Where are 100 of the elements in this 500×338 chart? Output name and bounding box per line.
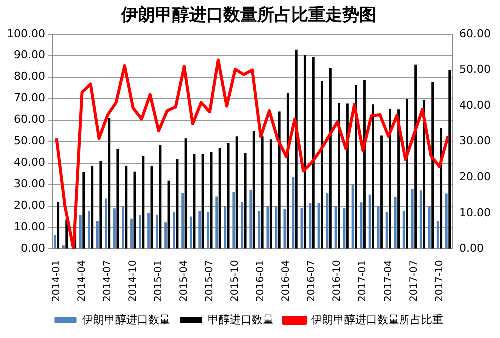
bar: [164, 222, 167, 249]
bar: [304, 55, 306, 249]
bar: [261, 136, 264, 249]
y-tick-label: 0.00: [20, 242, 46, 256]
bar: [88, 211, 90, 249]
y2-tick-label: 30.00: [460, 134, 492, 148]
bar: [125, 166, 128, 249]
legend-label: 甲醇进口数量: [208, 313, 274, 326]
x-tick-label: 2015-01: [153, 260, 164, 302]
bar: [428, 206, 431, 249]
bar: [364, 80, 366, 249]
bar: [275, 206, 278, 249]
bar: [394, 197, 397, 249]
bar: [338, 103, 340, 249]
y-tick-label: 90.00: [14, 48, 46, 62]
bar: [312, 56, 315, 249]
bar: [96, 222, 99, 249]
bar: [389, 108, 392, 249]
bar: [108, 118, 111, 249]
bar: [406, 99, 408, 249]
y-tick-label: 10.00: [14, 220, 46, 234]
bar: [232, 192, 236, 249]
bar: [436, 221, 440, 249]
bar: [198, 211, 202, 249]
bar: [54, 235, 56, 249]
y-tick-label: 30.00: [14, 178, 46, 191]
bar: [368, 194, 372, 249]
y-tick-label: 20.00: [14, 199, 46, 212]
bar: [66, 220, 68, 249]
x-tick-label: 2014-10: [128, 260, 139, 302]
bar: [440, 128, 443, 249]
legend-label: 伊朗甲醇进口数量所占比重: [311, 313, 444, 326]
bar: [414, 64, 417, 249]
bar: [105, 198, 108, 249]
bar: [236, 136, 238, 249]
bar: [420, 190, 422, 249]
y-tick-label: 60.00: [14, 113, 46, 126]
x-tick-label: 2014-01: [51, 260, 62, 302]
bar: [139, 215, 142, 249]
chart-title: 伊朗甲醇进口数量所占比重走势图: [120, 6, 376, 26]
bar: [432, 82, 434, 249]
bar: [134, 172, 136, 249]
bar: [82, 172, 86, 249]
x-tick-label: 2017-07: [408, 260, 420, 302]
bar: [227, 143, 230, 249]
bar: [57, 202, 60, 249]
x-tick-label: 2016-01: [256, 260, 267, 302]
bar: [130, 218, 133, 249]
bar: [79, 215, 82, 249]
bar: [295, 50, 298, 249]
bar: [190, 216, 193, 249]
bar: [122, 206, 124, 249]
x-tick-label: 2015-07: [204, 260, 216, 302]
bar: [224, 206, 227, 249]
y2-tick-label: 0.00: [460, 242, 484, 256]
y2-tick-label: 40.00: [460, 98, 492, 112]
x-tick-label: 2015-10: [230, 260, 242, 302]
bar: [216, 196, 218, 249]
x-tick-label: 2017-04: [383, 260, 394, 302]
x-tick-label: 2014-07: [102, 260, 114, 302]
bar: [116, 150, 120, 249]
bar: [286, 93, 290, 249]
bar: [252, 131, 256, 249]
bar: [156, 215, 158, 249]
bar: [207, 212, 210, 249]
bar: [241, 202, 244, 249]
y-tick-label: 80.00: [14, 70, 46, 84]
bar: [330, 68, 332, 249]
bar: [100, 161, 102, 249]
bar: [278, 112, 281, 249]
bar: [411, 189, 414, 249]
bar: [402, 210, 406, 249]
y2-tick-label: 20.00: [460, 170, 492, 184]
legend-label: 伊朗甲醇进口数量: [82, 313, 170, 326]
y2-tick-label: 50.00: [460, 63, 492, 76]
y-tick-label: 70.00: [14, 92, 46, 105]
bar: [182, 193, 184, 249]
y-tick-label: 40.00: [14, 156, 46, 170]
x-tick-label: 2016-04: [281, 260, 292, 302]
x-tick-label: 2017-01: [358, 260, 369, 302]
bar: [380, 136, 383, 249]
y2-tick-label: 60.00: [460, 27, 492, 40]
bar: [250, 190, 252, 249]
bar: [266, 206, 270, 249]
y2-tick-label: 10.00: [460, 206, 492, 220]
bar: [372, 104, 374, 249]
bar: [173, 212, 176, 249]
bar: [386, 212, 388, 249]
x-tick-label: 2017-10: [434, 260, 446, 302]
bar: [270, 140, 272, 249]
bar: [445, 194, 448, 249]
bar: [377, 206, 380, 249]
x-tick-label: 2015-04: [179, 260, 190, 302]
bar: [448, 70, 452, 249]
y-tick-label: 50.00: [14, 134, 46, 148]
bar: [62, 246, 65, 249]
bar: [320, 81, 324, 249]
x-tick-label: 2016-07: [306, 260, 318, 302]
bar: [148, 213, 150, 249]
bar: [91, 166, 94, 249]
